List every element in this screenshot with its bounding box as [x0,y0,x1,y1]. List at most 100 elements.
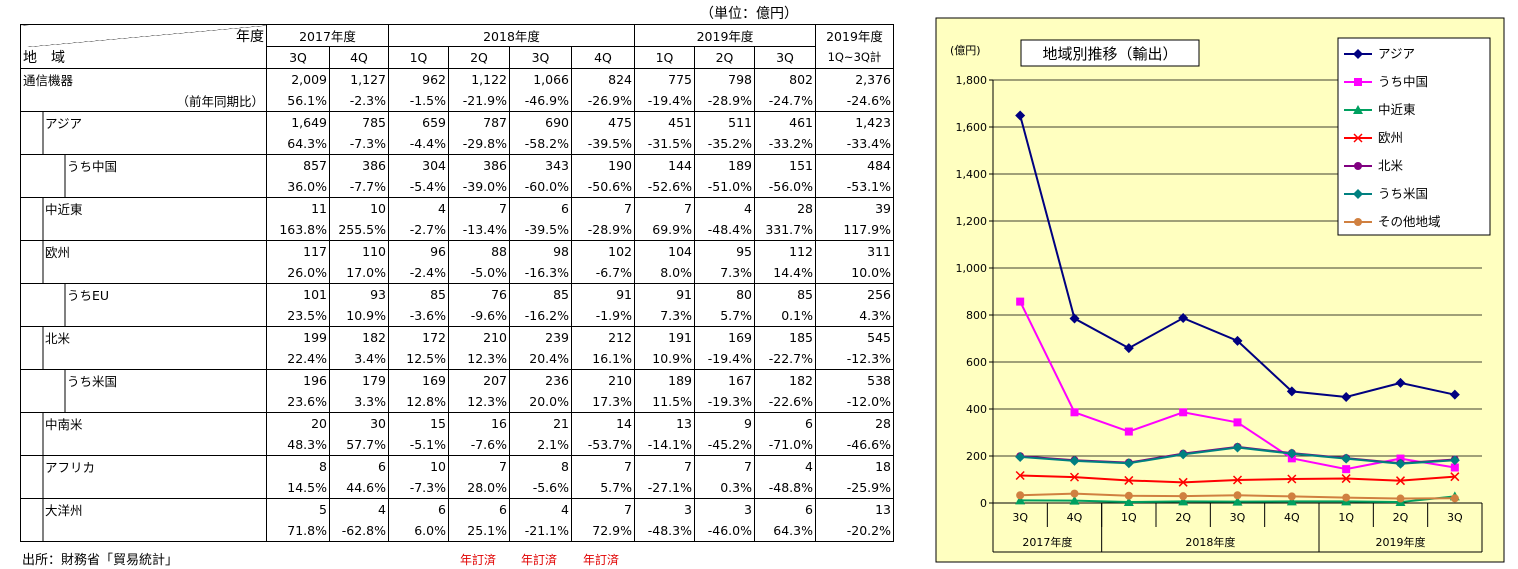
value-cell: 824 [571,68,635,90]
value-cell: 93 [329,283,389,305]
pct-cell: 57.7% [329,434,389,456]
pct-cell: 163.8% [266,219,330,241]
legend-label: 欧州 [1378,130,1403,145]
table-row: アフリカ 8 6 10 7 8 7 7 7 4 18 [20,455,894,477]
data-point [1286,448,1297,459]
revised-note: 年訂済 [460,553,497,567]
region-name: 通信機器 [20,68,267,90]
data-point [1449,389,1460,400]
quarter-header: 3Q [754,46,816,69]
data-point [1396,494,1405,503]
pct-cell: -46.9% [509,90,572,112]
table-row: 通信機器 2,009 1,127 962 1,122 1,066 824 775 798 802 2… [20,68,894,90]
quarter-header: 1Q [388,46,449,69]
legend-marker [1354,78,1362,86]
pct-cell: -46.6% [815,434,894,456]
pct-cell: -29.8% [448,133,510,155]
pct-cell: 10.9% [329,305,389,327]
data-point [1232,442,1243,453]
year-group-label: 2019年度 [1376,535,1426,549]
data-point-stroke [1178,477,1188,487]
pct-cell: -16.3% [509,262,572,284]
pct-cell: -24.6% [815,90,894,112]
value-cell: 39 [815,197,894,219]
pct-cell: 16.1% [571,348,635,370]
source-note: 出所：財務省「貿易統計」 [22,553,179,568]
pct-cell: -33.4% [815,133,894,155]
data-point [1233,418,1242,427]
region-name: 中近東 [20,197,267,219]
pct-cell: -5.0% [448,262,510,284]
table-row: アジア 1,649 785 659 787 690 475 451 511 461 1,423 [20,111,894,133]
pct-cell: -22.7% [754,348,816,370]
legend-marker [1353,105,1363,114]
pct-cell: -50.6% [571,176,635,198]
pct-cell: 25.1% [448,520,510,542]
pct-cell: 56.1% [266,90,330,112]
value-cell: 1,066 [509,68,572,90]
data-point [1341,453,1352,464]
pct-cell: 10.0% [815,262,894,284]
value-cell: 2,376 [815,68,894,90]
pct-cell: 8.0% [634,262,695,284]
table-row: 北米 199 182 172 210 239 212 191 169 185 545 [20,326,894,348]
legend-label: その他地域 [1378,214,1441,229]
data-point-stroke [1287,474,1297,484]
pct-cell: 64.3% [754,520,816,542]
value-cell: 1,649 [266,111,330,133]
pct-cell: -25.9% [815,477,894,499]
data-point [1123,497,1134,507]
data-point [1123,343,1134,354]
legend-marker [1353,133,1363,143]
pct-cell: 331.7% [754,219,816,241]
value-cell: 18 [815,455,894,477]
pct-cell: -22.6% [754,391,816,413]
table-row: 22.4% 3.4% 12.5% 12.3% 20.4% 16.1% 10.9% -19.4%… [20,348,894,370]
value-cell: 172 [388,326,449,348]
region-name: 北米 [20,326,267,348]
year-group-label: 2017年度 [1022,535,1072,549]
value-cell: 96 [388,240,449,262]
data-point [1015,495,1026,505]
data-point [1341,474,1351,484]
pct-cell: -7.6% [448,434,510,456]
value-cell: 343 [509,154,572,176]
y-tick-label: 200 [966,450,987,463]
header-nendo: 年度 [20,24,267,47]
unit-note: （単位：億円） [700,6,798,22]
pct-cell: -39.5% [571,133,635,155]
value-cell: 10 [388,455,449,477]
pct-cell: 117.9% [815,219,894,241]
y-tick-label: 0 [980,497,987,510]
pct-cell: -24.7% [754,90,816,112]
pct-cell: -26.9% [571,90,635,112]
pct-cell: -6.7% [571,262,635,284]
pct-cell: 36.0% [266,176,330,198]
value-cell: 110 [329,240,389,262]
value-cell: 212 [571,326,635,348]
pct-cell: -5.6% [509,477,572,499]
pct-cell: -19.4% [634,90,695,112]
pct-cell: 12.3% [448,348,510,370]
value-cell: 659 [388,111,449,133]
data-point [1342,465,1351,474]
data-point [1450,463,1459,472]
legend-box [1337,37,1491,236]
data-point [1287,492,1296,501]
table-row: 36.0% -7.7% -5.4% -39.0% -60.0% -50.6% -52.6% -… [20,176,894,198]
value-cell: 14 [571,412,635,434]
pct-cell: 44.6% [329,477,389,499]
table-row: 48.3% 57.7% -5.1% -7.6% 2.1% -53.7% -14.1% -45.… [20,434,894,456]
pct-cell: 14.4% [754,262,816,284]
data-point-stroke [1069,472,1080,482]
pct-cell: 3.3% [329,391,389,413]
data-point [1123,458,1134,469]
value-cell: 13 [815,498,894,520]
data-point-stroke [1341,474,1351,484]
pct-cell: -52.6% [634,176,695,198]
legend-marker-stroke [1353,133,1363,143]
value-cell: 15 [388,412,449,434]
header-region: 地 域 [20,46,267,69]
region-name: うち米国 [20,369,267,391]
